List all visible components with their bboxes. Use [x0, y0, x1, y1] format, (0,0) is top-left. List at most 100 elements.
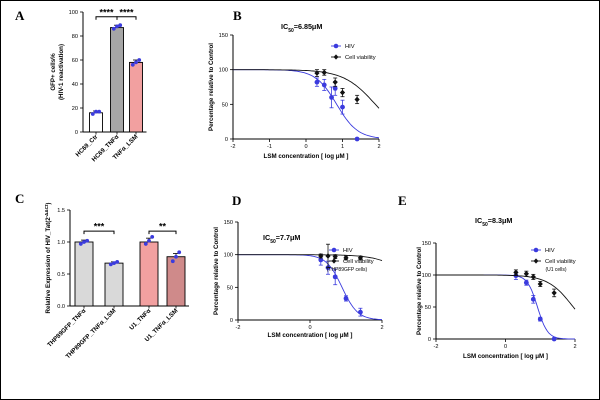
x-tick-label: U1_TNFα — [128, 307, 152, 331]
x-tick-label: 2 — [573, 344, 576, 350]
data-point-hiv — [332, 85, 338, 91]
y-tick-label: 0.5 — [57, 272, 65, 278]
panel-letter-a: A — [15, 8, 25, 23]
bar — [104, 262, 124, 307]
y-tick-label: 0 — [75, 130, 78, 136]
legend-marker — [331, 247, 337, 253]
chart-title: IC50=6.85μM — [281, 22, 322, 34]
y-axis-label: Percentage relative to Control — [416, 247, 423, 335]
data-point-viability — [537, 281, 543, 287]
significance-bracket — [83, 230, 115, 235]
significance-bracket — [116, 16, 137, 20]
bar — [110, 27, 124, 133]
significance-label: ** — [159, 222, 167, 232]
y-axis-label: Percentage relative to Control — [208, 43, 215, 131]
legend-label: HIV — [345, 44, 355, 50]
data-point — [170, 259, 175, 264]
y-tick-label: 100 — [219, 68, 228, 74]
data-point-hiv — [343, 296, 349, 301]
y-axis-label-line2: (HIV-1 reactivation) — [58, 44, 65, 100]
data-point-hiv — [358, 309, 363, 315]
legend-marker — [533, 258, 539, 264]
significance-label: *** — [94, 222, 105, 232]
bar — [129, 61, 143, 133]
y-tick-label: 0 — [225, 137, 228, 143]
legend-marker — [333, 43, 339, 49]
legend-marker — [333, 54, 339, 60]
y-tick-label: 40 — [72, 82, 78, 88]
chart-b: 0 50 100 150 -2 -1 0 1 2 LSM concentration [ log … — [208, 22, 381, 160]
x-tick-label: 2 — [380, 325, 383, 331]
data-point-viability — [332, 253, 338, 260]
data-point-hiv — [321, 82, 327, 88]
data-point-viability — [530, 274, 536, 280]
data-point — [115, 259, 120, 264]
data-point — [147, 238, 151, 243]
data-point-hiv — [314, 79, 320, 85]
data-point — [85, 238, 90, 243]
y-tick-label: 0 — [230, 318, 233, 324]
legend-label: Cell viability — [343, 259, 374, 265]
x-tick-label: 0 — [504, 344, 507, 350]
data-point — [118, 23, 123, 28]
significance-label: **** — [99, 7, 114, 17]
y-tick-label: 50 — [425, 305, 431, 311]
y-tick-label: 150 — [224, 220, 233, 226]
y-tick-label: 1.0 — [57, 240, 65, 246]
x-tick-label: -2 — [236, 325, 241, 331]
x-tick-label: 1 — [341, 144, 344, 150]
fit-curve-viability — [238, 254, 383, 262]
data-point-viability — [318, 253, 324, 259]
x-tick-label: 0 — [304, 144, 307, 150]
legend-label: HIV — [545, 248, 555, 254]
data-point — [97, 109, 102, 114]
data-point-viability — [325, 253, 331, 259]
data-point — [78, 242, 83, 246]
data-point — [112, 261, 116, 266]
data-point-hiv — [537, 316, 543, 322]
x-tick-label: -1 — [267, 144, 272, 150]
data-point-viability — [321, 69, 327, 76]
panel-letter-c: C — [15, 191, 24, 206]
x-tick-label: 0 — [308, 325, 311, 331]
legend-note: (THP89GFP cells) — [327, 267, 368, 273]
data-point — [90, 112, 95, 116]
bar — [74, 241, 94, 307]
data-point-hiv — [530, 296, 536, 302]
significance-label: **** — [119, 7, 134, 17]
x-axis-label: LSM concentration [ log μM ] — [264, 153, 349, 160]
data-point-hiv — [340, 104, 345, 110]
bar — [139, 241, 159, 307]
y-tick-label: 0 — [428, 337, 431, 343]
data-point-viability — [343, 255, 349, 261]
y-tick-label: 150 — [219, 33, 228, 39]
data-point-hiv — [551, 336, 557, 342]
data-point-hiv — [332, 274, 338, 280]
x-axis-label: LSM concentration [ log μM ] — [268, 332, 353, 339]
x-tick-label: -2 — [231, 144, 236, 150]
data-point — [177, 250, 182, 255]
data-point-viability — [354, 96, 360, 103]
data-point-hiv — [523, 280, 529, 286]
data-point-hiv — [329, 95, 334, 100]
y-tick-label: 80 — [72, 34, 78, 40]
legend-label: Cell viability — [345, 55, 376, 61]
y-tick-label: 0.0 — [57, 304, 65, 310]
data-point — [111, 26, 116, 31]
chart-a: 0 20 40 60 80 100 GFP+ cells% (HIV-1 reactivati… — [50, 7, 147, 163]
fit-curve-viability — [436, 274, 576, 310]
data-point — [108, 262, 113, 267]
panel-letter-d: D — [232, 193, 241, 208]
panel-letter-e: E — [398, 193, 407, 208]
bar — [89, 112, 103, 133]
data-point — [174, 254, 178, 259]
panel-letter-b: B — [233, 8, 242, 23]
data-point-viability — [357, 255, 363, 261]
data-point — [115, 24, 119, 29]
legend-marker — [533, 247, 539, 253]
y-tick-label: 1.5 — [57, 208, 65, 214]
x-tick-label: 2 — [377, 144, 380, 150]
data-point — [134, 60, 138, 65]
